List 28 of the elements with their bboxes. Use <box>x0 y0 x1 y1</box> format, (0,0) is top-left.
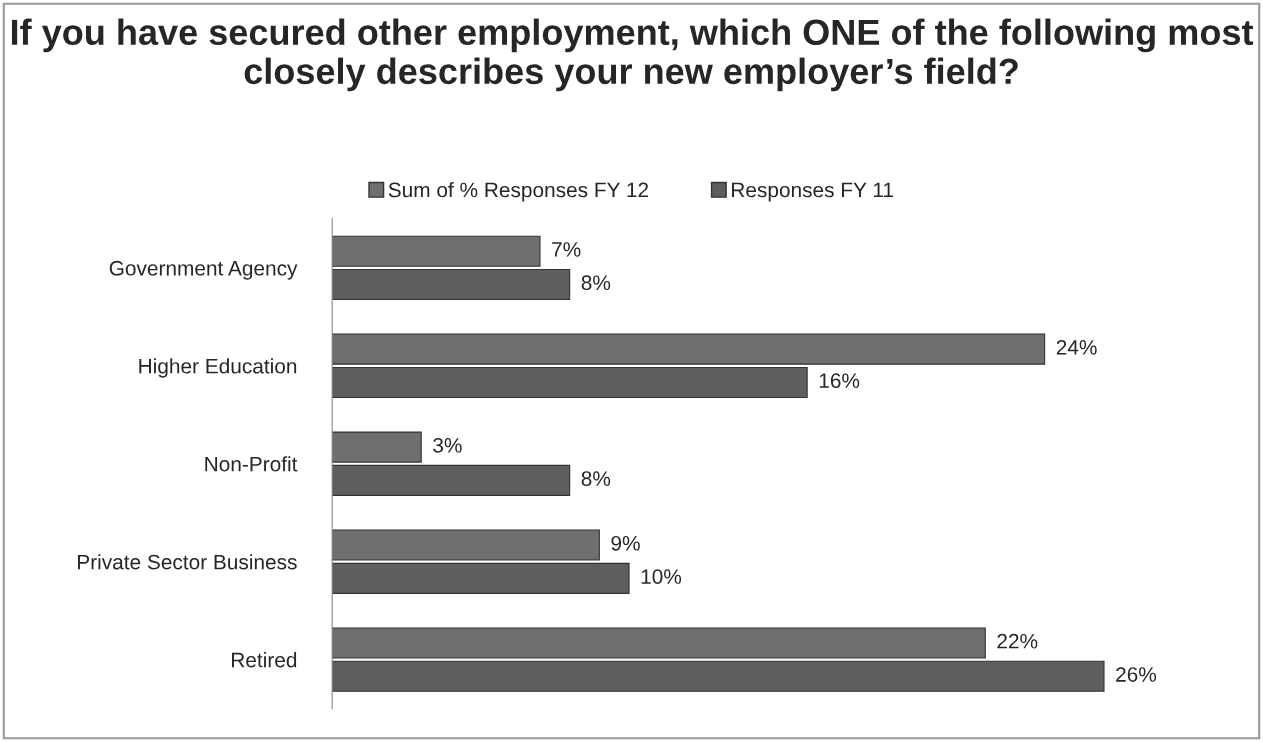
data-label: 24% <box>1056 340 1097 355</box>
bar <box>332 333 1046 365</box>
bar <box>332 431 422 463</box>
bar <box>332 464 571 496</box>
bar <box>332 268 571 301</box>
y-tick-label: Retired <box>232 652 297 668</box>
chart-title: If you have secured other employment, which ONE of the following most closely describes your new employer’s field? <box>11 18 1254 92</box>
data-label: 9% <box>611 535 640 551</box>
data-label: 8% <box>581 471 611 486</box>
bar <box>332 627 986 659</box>
bar <box>332 660 1105 692</box>
y-tick-label: Higher Education <box>139 358 297 378</box>
y-tick-label: Private Sector Business <box>78 554 297 570</box>
bar <box>332 529 600 561</box>
data-label: 26% <box>1116 667 1157 682</box>
data-label: 8% <box>581 275 611 291</box>
data-label: 16% <box>819 373 860 389</box>
data-label: 22% <box>997 633 1038 649</box>
legend-label: Responses FY 11 <box>732 182 893 202</box>
data-label: 7% <box>552 242 581 257</box>
bar <box>332 366 808 398</box>
data-label: 10% <box>641 569 682 584</box>
y-tick-label: Non-Profit <box>205 456 298 472</box>
y-tick-label: Government Agency <box>109 260 298 280</box>
bar <box>332 235 541 267</box>
bar <box>332 562 630 594</box>
data-label: 3% <box>433 437 462 453</box>
legend-label: Sum of % Responses FY 12 <box>388 182 649 202</box>
